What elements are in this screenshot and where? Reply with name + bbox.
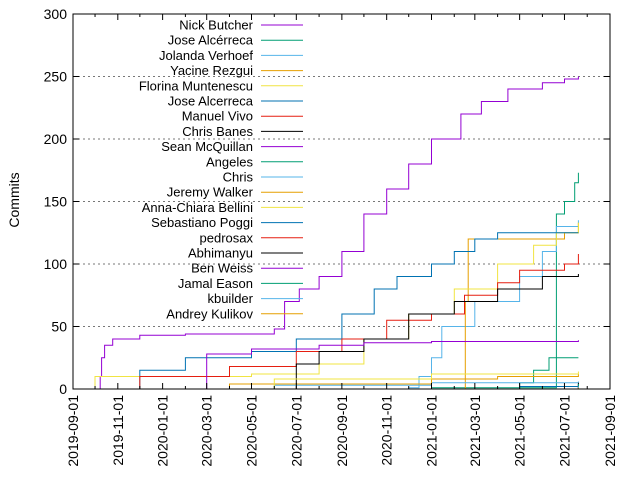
series-line [185,340,579,390]
legend-label: Florina Muntenescu [139,78,253,93]
series-line [284,274,579,390]
y-tick-label: 250 [44,69,68,85]
series-line [117,232,579,390]
legend-label: Jamal Eason [178,276,253,291]
y-tick-label: 100 [44,256,68,272]
legend-label: Manuel Vivo [182,109,253,124]
x-tick-label: 2020-05-01 [244,395,260,467]
legend-label: Jose Alcerreca [168,94,254,109]
series-line [162,371,579,390]
legend-label: Abhimanyu [188,246,253,261]
series-line [87,222,579,390]
legend-label: Jose Alcérreca [168,33,254,48]
y-tick-label: 0 [59,381,67,397]
series-line [474,357,579,390]
x-tick-label: 2019-11-01 [110,395,126,466]
x-tick-label: 2021-03-01 [467,395,483,467]
x-tick-label: 2020-07-01 [288,395,304,467]
legend-label: kbuilder [207,291,253,306]
legend-label: Jeremy Walker [167,185,254,200]
series-line [83,76,579,390]
legend-label: Sebastiano Poggi [151,215,253,230]
legend-label: Jolanda Verhoef [159,48,253,63]
series-line [73,254,579,390]
legend-label: Chris [223,170,254,185]
x-tick-label: 2020-03-01 [199,395,215,467]
legend-label: Ben Weiss [191,261,253,276]
x-tick-label: 2020-11-01 [379,395,395,466]
x-tick-label: 2020-09-01 [334,395,350,467]
legend-label: Andrey Kulikov [166,306,253,321]
legend-label: Chris Banes [182,124,253,139]
axes: 0 50 100 150 200 250 300 2019-09-01 2019-11-01 20… [44,6,618,467]
series-line [341,220,579,390]
legend-label: Yacine Rezgui [170,63,253,78]
y-tick-label: 300 [44,6,68,22]
legend-label: Anna-Chiara Bellini [142,200,253,215]
legend-label: pedrosax [200,230,254,245]
legend-label: Sean McQuillan [161,139,253,154]
series-lines [73,76,579,390]
legend-label: Nick Butcher [179,18,253,33]
y-axis-label: Commits [6,172,22,227]
x-tick-label: 2021-09-01 [602,395,618,467]
x-tick-label: 2021-05-01 [512,395,528,467]
x-tick-label: 2020-01-01 [155,395,171,467]
y-tick-label: 50 [51,319,67,335]
x-tick-label: 2021-07-01 [557,395,573,467]
legend-label: Angeles [206,154,253,169]
y-tick-label: 150 [44,194,68,210]
y-tick-label: 200 [44,131,68,147]
x-tick-label: 2021-01-01 [424,395,440,467]
x-tick-label: 2019-09-01 [65,395,81,467]
